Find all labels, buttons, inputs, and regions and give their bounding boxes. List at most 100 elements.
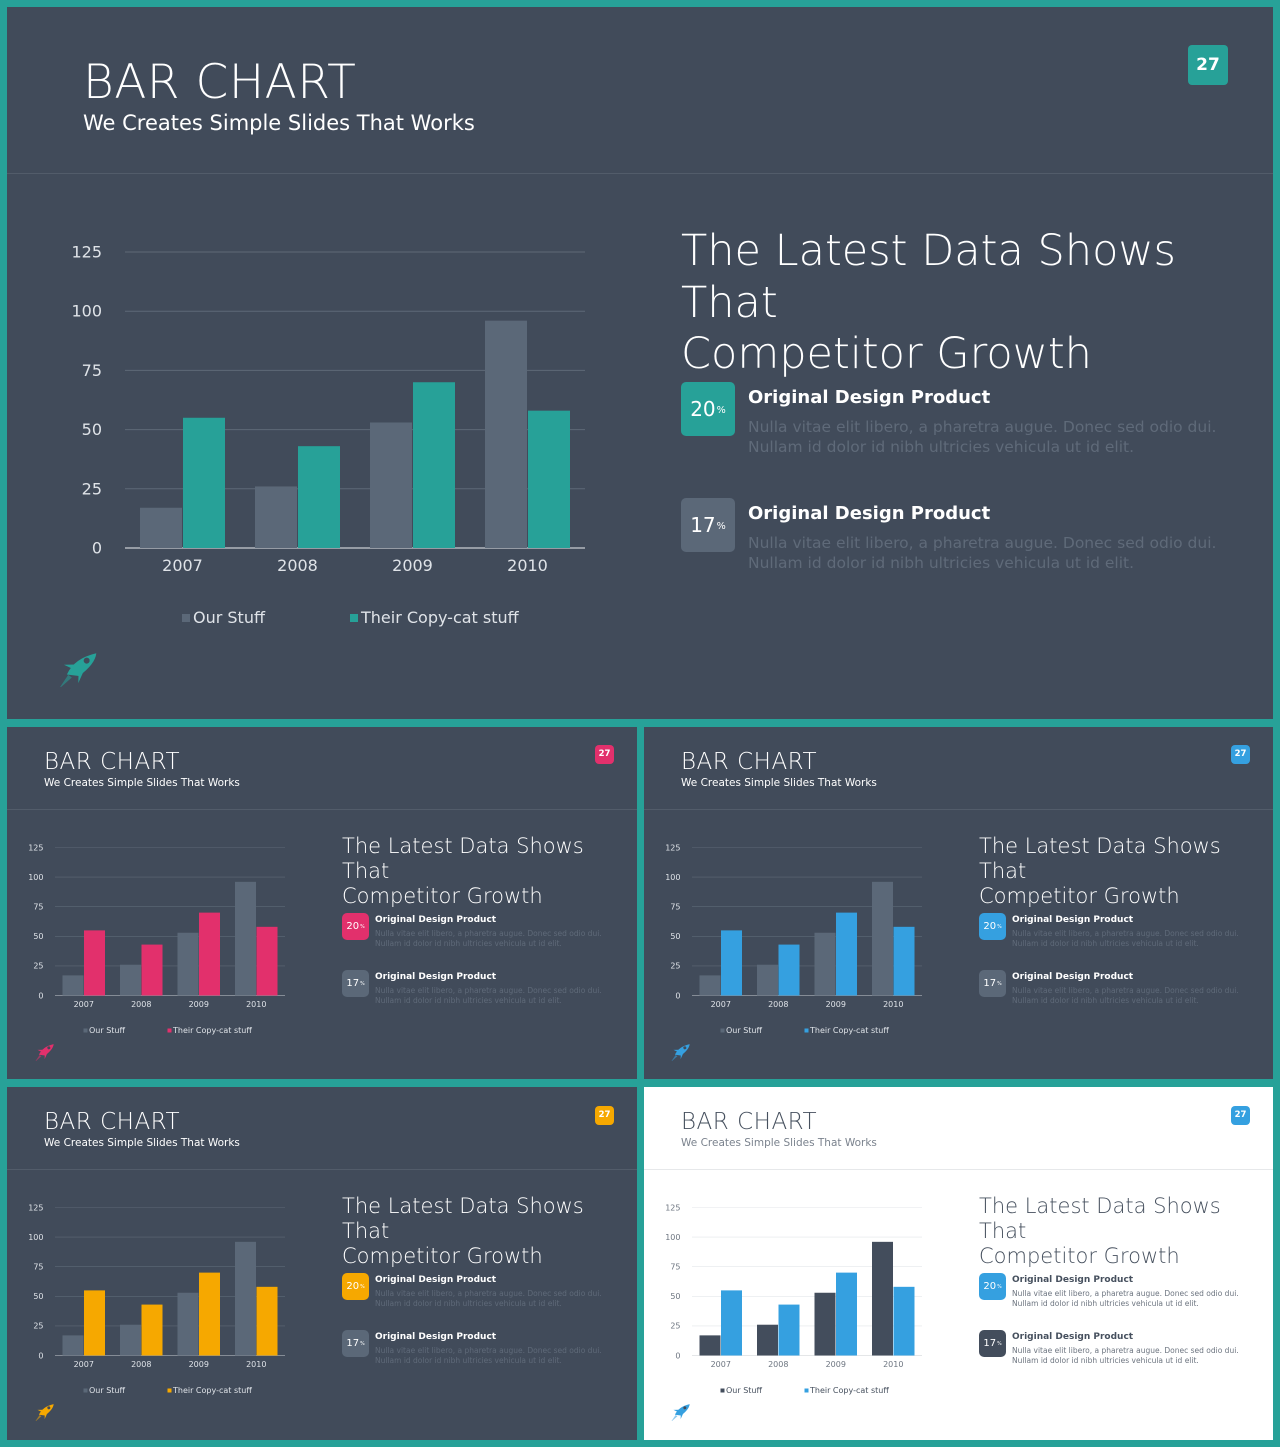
bar-copycat-stuff-2008 [141, 1304, 163, 1356]
heading: The Latest Data Shows That Competitor Gr… [342, 1194, 637, 1270]
stat-2: 17% Original Design Product Nulla vitae … [979, 970, 1239, 1006]
y-tick-label: 50 [33, 932, 43, 941]
y-tick-label: 100 [71, 302, 102, 321]
stat-1-badge: 20% [681, 382, 735, 436]
y-tick-label: 75 [33, 902, 43, 911]
header-divider [644, 1169, 1273, 1170]
slide-white: BAR CHART We Creates Simple Slides That … [644, 1087, 1273, 1440]
stat-2: 17% Original Design Product Nulla vitae … [342, 1330, 602, 1366]
stat-2-title: Original Design Product [375, 972, 497, 982]
legend-swatch [167, 1388, 172, 1393]
rocket-svg [34, 1044, 54, 1063]
header-divider [644, 809, 1273, 810]
x-tick-label: 2010 [507, 556, 548, 575]
y-tick-label: 75 [33, 1262, 43, 1271]
page-number-badge: 27 [595, 1106, 614, 1125]
rocket-fin-top [37, 1409, 44, 1412]
x-tick-label: 2007 [162, 556, 203, 575]
x-tick-label: 2007 [74, 1360, 94, 1369]
bar-chart: 0 25 50 75 100 125 2007 2008 2009 2010 Our Stuff Th… [65, 235, 605, 635]
stat-2-body-line-1: Nulla vitae elit libero, a pharetra augu… [1012, 986, 1239, 995]
stat-2-badge: 17% [681, 498, 735, 552]
legend-swatch [83, 1388, 88, 1393]
y-tick-label: 125 [665, 843, 680, 852]
x-tick-label: 2009 [189, 1000, 209, 1009]
legend-swatch [804, 1028, 809, 1033]
stat-2: 17% Original Design Product Nulla vitae … [342, 970, 602, 1006]
rocket-icon [669, 1041, 695, 1063]
stat-1-body-line-1: Nulla vitae elit libero, a pharetra augu… [1012, 1289, 1239, 1298]
y-tick-label: 0 [38, 991, 43, 1000]
rocket-window [47, 1406, 51, 1410]
bar-copycat-stuff-2010 [893, 926, 915, 996]
rocket-trail [670, 1414, 678, 1423]
bar-chart: 0 25 50 75 100 125 2007 2008 2009 2010 Our Stuff Th… [662, 1199, 932, 1399]
y-tick-label: 25 [82, 479, 102, 498]
rocket-group [34, 1044, 54, 1063]
bar-copycat-stuff-2009 [836, 912, 857, 996]
heading-line-2: Competitor Growth [342, 884, 543, 909]
bar-copycat-stuff-2007 [84, 930, 105, 996]
bar-our-stuff-2008 [120, 1324, 141, 1356]
bar-chart-svg: 0 25 50 75 100 125 2007 2008 2009 2010 Our Stuff Th… [665, 843, 922, 1035]
x-tick-label: 2007 [74, 1000, 94, 1009]
bar-our-stuff-2009 [177, 1292, 199, 1356]
legend-label: Their Copy-cat stuff [172, 1386, 252, 1395]
y-tick-label: 0 [675, 1351, 680, 1360]
bar-chart: 0 25 50 75 100 125 2007 2008 2009 2010 Our Stuff Th… [25, 1199, 295, 1399]
rocket-trail [34, 1414, 42, 1423]
rocket-svg [670, 1044, 690, 1063]
bar-our-stuff-2009 [814, 1292, 836, 1356]
x-tick-label: 2009 [392, 556, 433, 575]
y-tick-label: 50 [670, 1292, 680, 1301]
stat-1-body-line-1: Nulla vitae elit libero, a pharetra augu… [375, 1289, 602, 1298]
rocket-svg [58, 653, 97, 690]
stat-1-unit: % [997, 1284, 1002, 1290]
rocket-fin-top [37, 1049, 44, 1052]
x-tick-label: 2008 [768, 1000, 788, 1009]
stat-1-body: Nulla vitae elit libero, a pharetra augu… [748, 417, 1216, 457]
bar-our-stuff-2009 [177, 932, 199, 996]
stat-2-title: Original Design Product [748, 503, 991, 524]
x-tick-label: 2007 [711, 1000, 731, 1009]
slide-subtitle: We Creates Simple Slides That Works [681, 777, 877, 789]
stat-2-body-line-1: Nulla vitae elit libero, a pharetra augu… [375, 1346, 602, 1355]
y-tick-label: 75 [670, 902, 680, 911]
stat-1-body-line-1: Nulla vitae elit libero, a pharetra augu… [1012, 929, 1239, 938]
stat-2-title: Original Design Product [1012, 972, 1134, 982]
bar-our-stuff-2010 [235, 1241, 256, 1356]
bar-our-stuff-2007 [62, 975, 84, 996]
slide-subtitle: We Creates Simple Slides That Works [44, 1137, 240, 1149]
bar-our-stuff-2009 [370, 422, 412, 548]
x-tick-label: 2007 [711, 1360, 731, 1369]
page-number-badge: 27 [1231, 1106, 1250, 1125]
stat-2-unit: % [997, 981, 1002, 987]
legend-label: Our Stuff [89, 1026, 125, 1035]
rocket-group [670, 1404, 690, 1423]
stat-2-value: 17 [346, 1338, 360, 1349]
legend-label: Our Stuff [89, 1386, 125, 1395]
stat-2-body-line-2: Nullam id dolor id nibh ultricies vehicu… [375, 995, 562, 1005]
stat-2: 17% Original Design Product Nulla vitae … [979, 1330, 1239, 1366]
legend-label: Their Copy-cat stuff [172, 1026, 252, 1035]
bar-our-stuff-2008 [120, 964, 141, 996]
bar-copycat-stuff-2008 [141, 944, 163, 996]
legend-label: Their Copy-cat stuff [360, 608, 520, 627]
stat-2-badge: 17% [342, 970, 369, 997]
stat-1-body-line-2: Nullam id dolor id nibh ultricies vehicu… [375, 938, 562, 948]
stat-2-body: Nulla vitae elit libero, a pharetra augu… [1012, 986, 1239, 1006]
x-tick-label: 2009 [826, 1000, 846, 1009]
y-tick-label: 100 [28, 1233, 43, 1242]
x-tick-label: 2008 [131, 1360, 151, 1369]
bar-copycat-stuff-2009 [413, 382, 455, 548]
bar-our-stuff-2010 [485, 320, 527, 548]
stat-1-body: Nulla vitae elit libero, a pharetra augu… [1012, 1289, 1239, 1309]
legend-label: Their Copy-cat stuff [809, 1386, 889, 1395]
rocket-icon [669, 1401, 695, 1423]
stat-1-body: Nulla vitae elit libero, a pharetra augu… [375, 929, 602, 949]
bar-our-stuff-2007 [699, 975, 721, 996]
bar-copycat-stuff-2007 [721, 930, 742, 996]
rocket-icon [55, 647, 107, 690]
stat-2-value: 17 [983, 1338, 997, 1349]
stat-1-unit: % [360, 1284, 365, 1290]
